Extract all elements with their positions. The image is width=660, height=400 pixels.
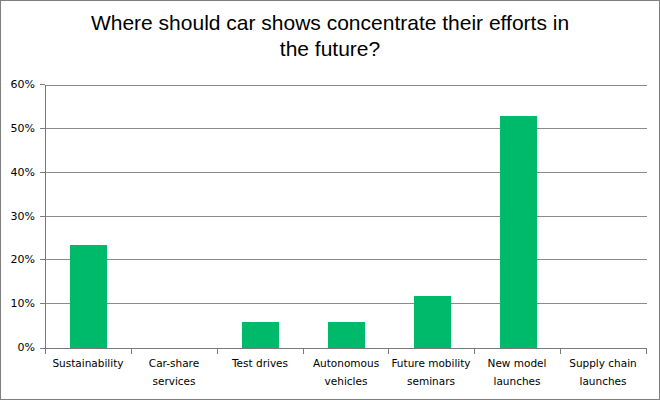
y-tick-label: 20%	[1, 252, 35, 267]
x-category-label-line: launches	[467, 372, 567, 390]
x-category-label: Supply chainlaunches	[553, 354, 653, 390]
bar	[242, 322, 279, 348]
y-axis-tick	[40, 84, 45, 85]
y-axis-tick	[40, 128, 45, 129]
x-category-label: Car-shareservices	[124, 354, 224, 390]
x-category-label-line: seminars	[381, 372, 481, 390]
chart-title: Where should car shows concentrate their…	[1, 10, 659, 62]
plot-area	[45, 85, 647, 349]
x-category-label: Sustainability	[38, 354, 138, 372]
gridline	[46, 216, 647, 217]
chart-title-text: Where should car shows concentrate their…	[90, 10, 570, 62]
x-category-label: Future mobilityseminars	[381, 354, 481, 390]
x-category-label-line: Supply chain	[553, 354, 653, 372]
gridline	[46, 172, 647, 173]
y-tick-label: 50%	[1, 121, 35, 136]
gridline	[46, 303, 647, 304]
y-tick-label: 30%	[1, 209, 35, 224]
y-tick-label: 0%	[1, 340, 35, 355]
gridline	[46, 259, 647, 260]
x-category-label-line: Car-share	[124, 354, 224, 372]
gridline	[46, 128, 647, 129]
y-axis-tick	[40, 172, 45, 173]
y-axis-tick	[40, 303, 45, 304]
bar	[70, 245, 107, 348]
gridline	[46, 85, 647, 86]
x-category-label: Test drives	[210, 354, 310, 372]
bar	[414, 296, 451, 348]
bar-chart: Where should car shows concentrate their…	[0, 0, 660, 400]
x-category-label-line: Test drives	[210, 354, 310, 372]
bar	[500, 116, 537, 348]
y-tick-label: 40%	[1, 165, 35, 180]
y-tick-label: 10%	[1, 296, 35, 311]
x-category-label-line: Future mobility	[381, 354, 481, 372]
x-category-label-line: Sustainability	[38, 354, 138, 372]
x-category-label-line: services	[124, 372, 224, 390]
y-axis-tick	[40, 259, 45, 260]
bar	[328, 322, 365, 348]
x-category-label-line: New model	[467, 354, 567, 372]
x-category-label-line: launches	[553, 372, 653, 390]
y-tick-label: 60%	[1, 77, 35, 92]
x-category-label: New modellaunches	[467, 354, 567, 390]
y-axis-tick	[40, 216, 45, 217]
